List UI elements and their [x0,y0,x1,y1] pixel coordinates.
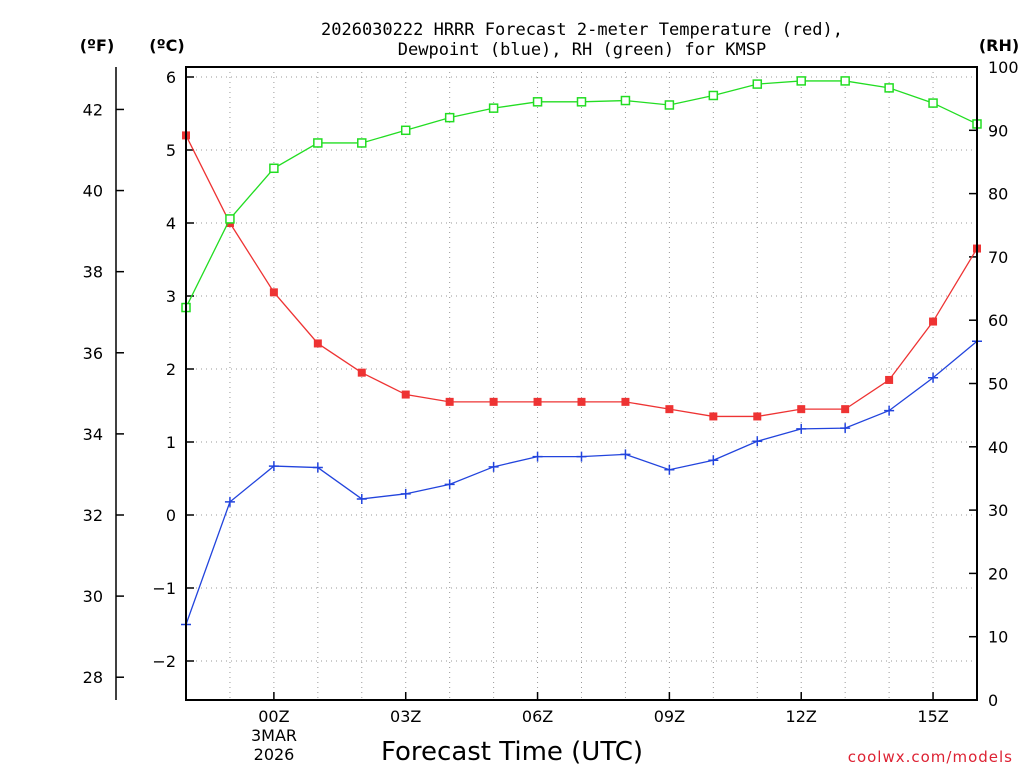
rh-tick-label: 100 [988,58,1019,77]
dewpoint-point [400,488,411,499]
temperature-point [577,397,586,406]
temperature-point [445,397,454,406]
fahrenheit-unit-label: (ºF) [80,36,115,55]
dewpoint-point [444,479,455,490]
dewpoint-point [928,372,939,383]
celsius-tick-label: −1 [152,579,176,598]
temperature-point [665,405,674,414]
celsius-tick-label: 1 [166,433,176,452]
celsius-tick-label: −2 [152,652,176,671]
temperature-point [401,390,410,399]
rh-tick-label: 20 [988,564,1008,583]
rh-point [357,138,367,148]
x-tick-label: 15Z [917,707,948,726]
rh-point [225,214,235,224]
rh-point [576,97,587,107]
x-tick-label: 09Z [654,707,685,726]
fahrenheit-tick-label: 34 [83,425,103,444]
fahrenheit-tick-label: 38 [83,263,103,282]
rh-tick-label: 60 [988,311,1008,330]
x-axis-label: Forecast Time (UTC) [381,737,643,767]
rh-point [796,76,806,86]
rh-tick-label: 50 [988,375,1008,394]
chart-title-line-1: 2026030222 HRRR Forecast 2-meter Tempera… [321,20,843,40]
temperature-point [841,405,850,414]
fahrenheit-tick-label: 42 [83,100,103,119]
rh-tick-label: 0 [988,691,998,710]
x-tick-label: 06Z [522,707,553,726]
fahrenheit-tick-label: 32 [83,506,103,525]
axes: 00Z 03Z 06Z 09Z 12Z 15Z−2−1012345628303234363… [83,58,1019,726]
dewpoint-point [664,464,675,475]
date-label-month: 3MAR [251,726,297,745]
fahrenheit-tick-label: 36 [83,344,103,363]
rh-point [884,83,894,93]
rh-point [400,125,411,136]
dewpoint-point [796,423,807,434]
dewpoint-point [312,462,323,473]
dewpoint-point [224,496,235,507]
celsius-tick-label: 4 [166,214,176,233]
temperature-point [929,317,938,326]
credit-label: coolwx.com/models [848,748,1013,766]
temperature-point [797,405,806,414]
rh-tick-label: 40 [988,438,1008,457]
dewpoint-point [708,455,719,466]
rh-point [269,163,279,174]
x-tick-label: 03Z [390,707,421,726]
fahrenheit-tick-label: 28 [83,668,103,687]
data-series [181,76,982,630]
grid-lines [186,67,977,700]
temperature-point [885,375,894,384]
celsius-tick-label: 2 [166,360,176,379]
temperature-point [709,412,718,421]
fahrenheit-tick-label: 30 [83,587,103,606]
plot-frame [185,66,978,701]
temperature-point [753,412,762,421]
rh-point [313,138,323,148]
rh-tick-label: 90 [988,121,1008,140]
dewpoint-point [488,461,499,472]
rh-point [708,90,719,101]
date-label-year: 2026 [254,745,295,764]
dewpoint-point [884,405,895,416]
x-tick-label: 12Z [786,707,817,726]
dewpoint-point [532,451,543,462]
dewpoint-point [356,493,367,504]
dewpoint-point [576,451,587,462]
celsius-tick-label: 5 [166,141,176,160]
temperature-point [489,397,498,406]
rh-point [488,103,499,113]
dewpoint-point [620,449,631,460]
rh-point [928,98,938,108]
rh-unit-label: (RH) [979,36,1019,55]
celsius-unit-label: (ºC) [149,36,184,55]
chart-title-line-2: Dewpoint (blue), RH (green) for KMSP [398,40,766,60]
celsius-tick-label: 3 [166,287,176,306]
rh-point [532,97,543,107]
rh-tick-label: 10 [988,628,1008,647]
rh-tick-label: 70 [988,248,1008,267]
rh-tick-label: 80 [988,185,1008,204]
temperature-point [269,288,278,297]
temperature-point [313,339,322,348]
dewpoint-point [268,461,279,472]
celsius-tick-label: 6 [166,68,176,87]
rh-point [444,112,455,123]
rh-tick-label: 30 [988,501,1008,520]
x-tick-label: 00Z [258,707,289,726]
celsius-tick-label: 0 [166,506,176,525]
temperature-point [357,368,366,377]
temperature-point [621,397,630,406]
rh-point [664,100,675,110]
rh-point [752,79,763,89]
rh-point [840,76,850,86]
temperature-point [533,397,542,406]
dewpoint-point [840,423,851,434]
rh-point [620,95,631,106]
dewpoint-point [752,436,763,447]
fahrenheit-tick-label: 40 [83,182,103,201]
